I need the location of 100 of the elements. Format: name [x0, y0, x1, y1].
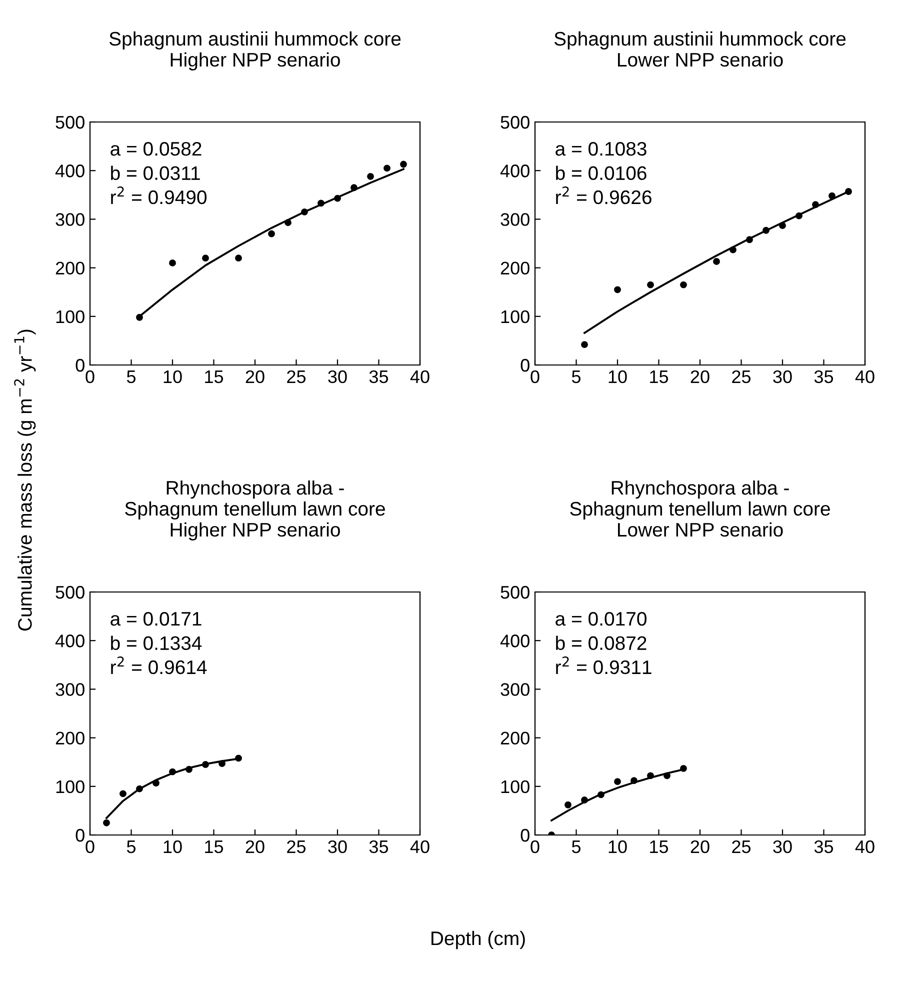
point — [845, 188, 852, 195]
x-tick-label: 30 — [773, 370, 792, 384]
annotation: b = 0.1334 — [111, 636, 202, 650]
x-tick-label: 25 — [287, 370, 306, 384]
point — [284, 219, 292, 226]
point — [647, 281, 654, 288]
annotation: a = 0.0582 — [110, 142, 202, 156]
y-tick-label: 400 — [500, 164, 530, 178]
y-tick-label: 100 — [56, 780, 84, 794]
annotation: b = 0.0106 — [556, 166, 646, 180]
point — [581, 341, 588, 348]
x-tick-label: 10 — [608, 370, 627, 384]
y-tick-label: 200 — [56, 732, 84, 745]
x-tick-label: 0 — [530, 370, 540, 384]
y-tick-label: 300 — [500, 213, 530, 226]
y-tick-label: 0 — [76, 828, 84, 842]
point — [268, 230, 275, 238]
point — [598, 791, 604, 798]
point — [318, 200, 324, 207]
point — [746, 236, 753, 244]
point — [647, 772, 654, 780]
point — [169, 259, 176, 266]
x-tick-label: 5 — [572, 370, 581, 384]
point — [350, 184, 358, 192]
point — [796, 212, 802, 220]
x-tick-label: 20 — [246, 840, 264, 854]
point — [301, 208, 308, 216]
point — [730, 246, 736, 254]
x-tick-label: 40 — [410, 840, 430, 854]
x-tick-label: 5 — [126, 370, 136, 384]
x-tick-label: 5 — [126, 840, 136, 854]
point — [614, 778, 621, 786]
chart-title: Rhynchospora alba - Sphagnum tenellum lawn core Higher NPP senario — [125, 480, 385, 540]
x-tick-label: 35 — [369, 840, 388, 854]
x-tick-label: 35 — [814, 370, 834, 384]
y-tick-label: 300 — [56, 213, 84, 226]
y-tick-label: 100 — [56, 310, 84, 324]
point — [779, 222, 786, 229]
x-tick-label: 25 — [287, 840, 306, 854]
point — [828, 192, 836, 200]
x-tick-label: 0 — [530, 840, 540, 854]
y-tick-label: 200 — [500, 732, 530, 745]
x-tick-label: 20 — [246, 370, 264, 384]
x-tick-label: 30 — [328, 370, 347, 384]
x-tick-label: 35 — [369, 370, 388, 384]
x-tick-label: 40 — [855, 840, 874, 854]
point — [630, 777, 638, 784]
point — [202, 254, 209, 262]
x-tick-label: 10 — [164, 840, 182, 854]
annotation: a = 0.0170 — [556, 612, 646, 626]
point — [367, 172, 374, 180]
point — [334, 194, 341, 202]
point — [169, 768, 176, 776]
point — [235, 254, 242, 262]
point — [218, 760, 226, 768]
chart-title: Sphagnum austinii hummock core Higher NPP senario — [109, 31, 401, 70]
point — [400, 160, 407, 168]
annotation: a = 0.1083 — [556, 142, 646, 156]
point — [762, 226, 770, 234]
annotation: b = 0.0311 — [111, 166, 200, 180]
y-tick-label: 500 — [500, 586, 530, 599]
y-tick-label: 500 — [56, 116, 84, 129]
point — [152, 780, 160, 786]
y-tick-label: 0 — [520, 828, 530, 842]
point — [120, 790, 126, 798]
annotation: b = 0.0872 — [556, 636, 646, 650]
point — [664, 772, 670, 780]
y-tick-label: 400 — [55, 164, 84, 178]
y-tick-label: 100 — [501, 780, 530, 794]
y-axis-title: Cumulative mass loss (g m$^{−2}$ yr$^{−1}$) — [14, 330, 36, 631]
annotation: r$^{2}$ = 0.9490 — [111, 186, 207, 204]
annotation: r$^{2}$ = 0.9311 — [556, 656, 652, 674]
x-tick-label: 25 — [732, 840, 751, 854]
point — [136, 785, 143, 792]
x-tick-label: 15 — [650, 370, 668, 384]
x-tick-label: 40 — [410, 370, 430, 384]
point — [564, 801, 572, 808]
point — [103, 819, 110, 826]
annotation: r$^{2}$ = 0.9626 — [556, 186, 652, 204]
x-tick-label: 30 — [328, 840, 347, 854]
point — [235, 754, 242, 762]
x-tick-label: 35 — [814, 840, 834, 854]
y-tick-label: 0 — [76, 358, 84, 372]
x-tick-label: 20 — [690, 840, 710, 854]
point — [713, 258, 720, 265]
x-tick-label: 10 — [164, 370, 182, 384]
y-tick-label: 300 — [56, 683, 84, 696]
x-tick-label: 5 — [572, 840, 581, 854]
x-tick-label: 0 — [86, 840, 94, 854]
y-tick-label: 200 — [56, 262, 84, 275]
point — [680, 764, 687, 772]
x-axis-title: Depth (cm) — [432, 930, 525, 950]
x-tick-label: 40 — [855, 370, 874, 384]
point — [186, 766, 192, 773]
x-tick-label: 30 — [773, 840, 792, 854]
y-tick-label: 300 — [500, 683, 530, 696]
point — [680, 281, 687, 288]
x-tick-label: 10 — [608, 840, 627, 854]
y-tick-label: 500 — [56, 586, 84, 599]
x-tick-label: 25 — [732, 370, 751, 384]
